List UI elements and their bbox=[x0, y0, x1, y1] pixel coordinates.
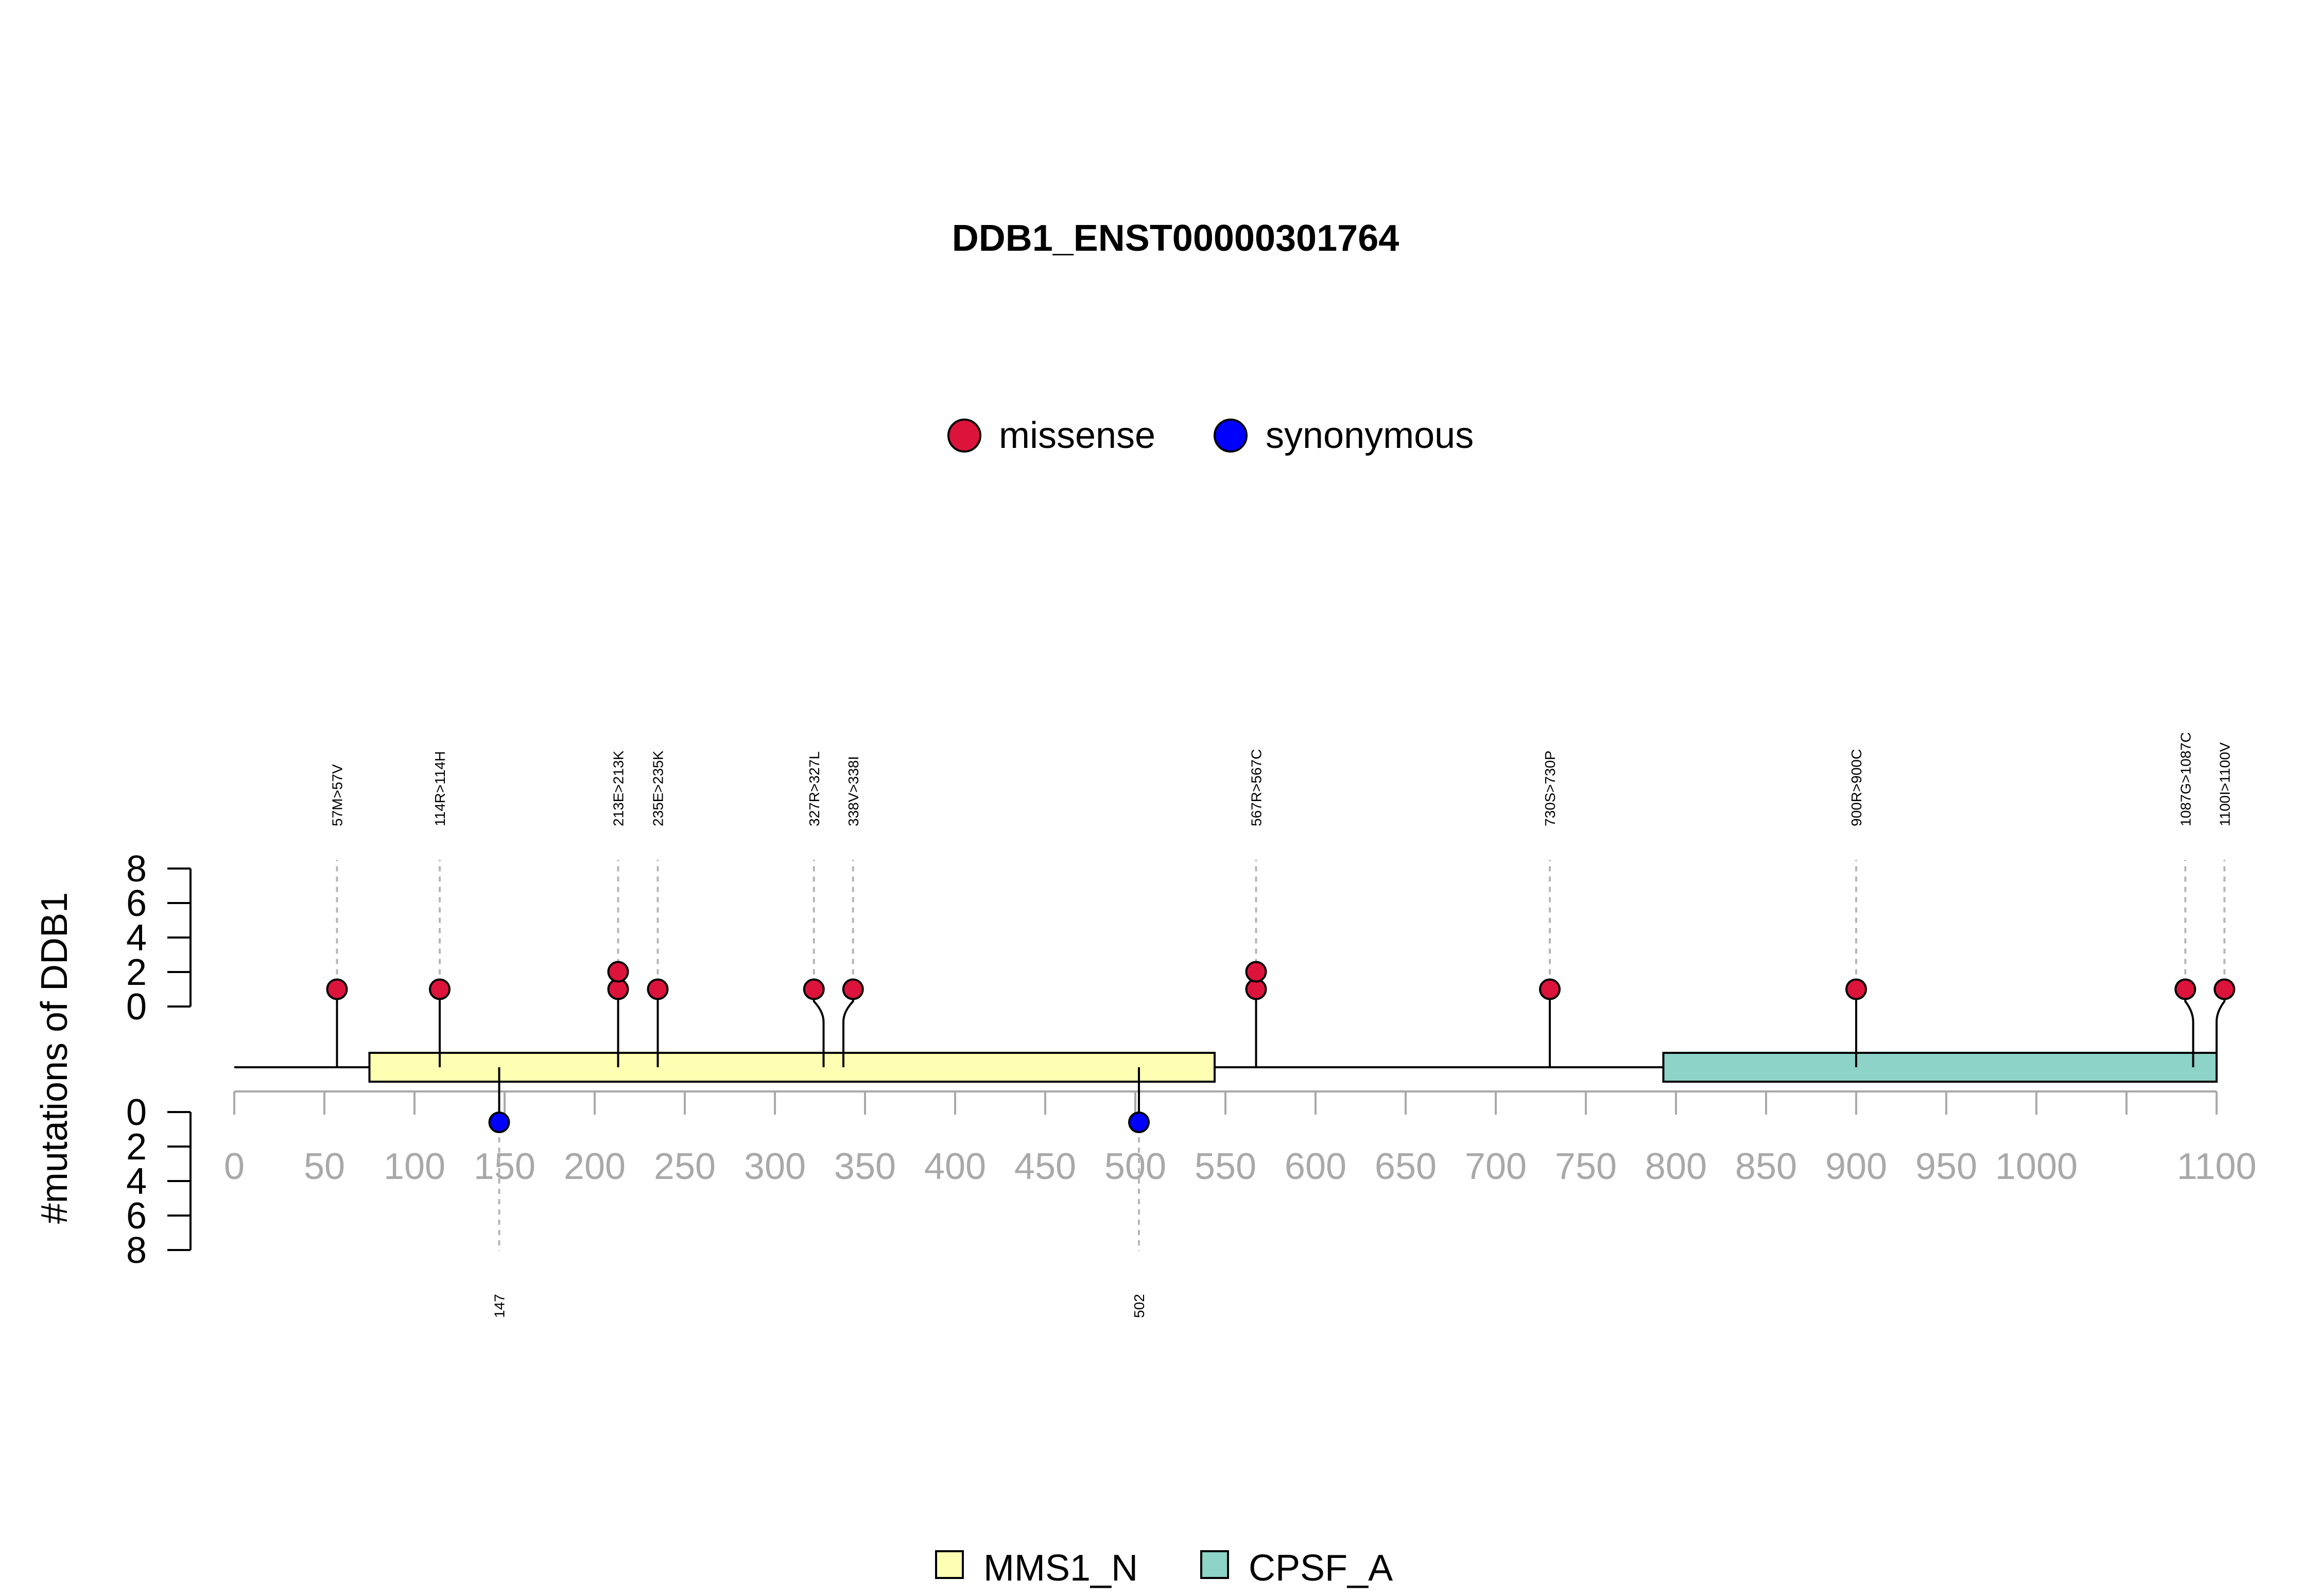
x-tick-label-1000: 1000 bbox=[1995, 1146, 2078, 1187]
mutation-label-114r-114h: 114R>114H bbox=[432, 751, 448, 826]
y-tick-label-top-6: 6 bbox=[126, 883, 147, 924]
missense-point-567r-567c-2 bbox=[1245, 961, 1267, 983]
chart-title: DDB1_ENST00000301764 bbox=[952, 218, 1399, 259]
syn-label-502: 502 bbox=[1131, 1294, 1147, 1318]
stem-1087g-1087c bbox=[2184, 989, 2194, 1067]
x-tick-label-0: 0 bbox=[224, 1146, 245, 1187]
y-tick-label-top-8: 8 bbox=[126, 848, 147, 890]
synonymous-point-502-1 bbox=[1128, 1112, 1150, 1133]
domain-layer bbox=[368, 1052, 2218, 1083]
x-tick-label-950: 950 bbox=[1915, 1146, 1977, 1187]
mutation-type-legend: missense synonymous bbox=[947, 415, 1474, 456]
mutation-label-235e-235k: 235E>235K bbox=[650, 751, 666, 826]
stem-1100i-1100v bbox=[2216, 989, 2226, 1067]
legend-missense-marker bbox=[947, 419, 981, 453]
y-tick-label-top-4: 4 bbox=[126, 917, 147, 959]
stem-338v-338i bbox=[842, 989, 854, 1067]
syn-label-147: 147 bbox=[492, 1294, 508, 1318]
missense-point-1100i-1100v-1 bbox=[2214, 978, 2236, 1000]
missense-point-213e-213k-2 bbox=[607, 961, 629, 983]
x-tick-label-100: 100 bbox=[384, 1146, 445, 1187]
mutation-label-567r-567c: 567R>567C bbox=[1249, 749, 1265, 826]
x-tick-label-350: 350 bbox=[834, 1146, 896, 1187]
y-tick-label-bottom-8: 8 bbox=[126, 1230, 147, 1271]
mutation-label-1087g-1087c: 1087G>1087C bbox=[2177, 732, 2193, 826]
missense-point-235e-235k-1 bbox=[647, 978, 669, 1000]
x-axis: 0 50 100 150 200 250 300 350 400 450 500 550 600 650 7… bbox=[224, 1090, 2257, 1187]
y-tick-label-bottom-0: 0 bbox=[126, 1092, 147, 1133]
missense-point-730s-730p-1 bbox=[1539, 978, 1561, 1000]
missense-point-114r-114h-1 bbox=[429, 978, 451, 1000]
mutation-label-327r-327l: 327R>327L bbox=[806, 751, 822, 826]
y-axis-label: #mutations of DDB1 bbox=[34, 892, 75, 1224]
missense-point-327r-327l-1 bbox=[803, 978, 825, 1000]
mutation-label-57m-57v: 57M>57V bbox=[330, 764, 345, 826]
mutation-label-338v-338i: 338V>338I bbox=[845, 756, 861, 826]
legend-mms1-label: MMS1_N bbox=[983, 1548, 1138, 1589]
x-tick-label-50: 50 bbox=[304, 1146, 345, 1187]
x-tick-label-450: 450 bbox=[1014, 1146, 1076, 1187]
guide-layer bbox=[336, 860, 2226, 1251]
legend-synonymous-label: synonymous bbox=[1266, 415, 1474, 456]
stem-layer bbox=[336, 989, 2226, 1120]
x-tick-label-900: 900 bbox=[1825, 1146, 1887, 1187]
x-tick-label-250: 250 bbox=[654, 1146, 716, 1187]
mutation-label-1100i-1100v: 1100I>1100V bbox=[2217, 742, 2233, 826]
mutation-label-730s-730p: 730S>730P bbox=[1542, 751, 1558, 826]
x-tick-label-550: 550 bbox=[1195, 1146, 1256, 1187]
legend-cpsf-swatch bbox=[1200, 1550, 1229, 1579]
mutation-label-213e-213k: 213E>213K bbox=[611, 751, 627, 826]
legend-missense-label: missense bbox=[999, 415, 1155, 456]
mutation-point-layer bbox=[326, 961, 2236, 1133]
legend-synonymous-marker bbox=[1214, 419, 1248, 453]
missense-point-1087g-1087c-1 bbox=[2174, 978, 2197, 1000]
missense-point-900r-900c-1 bbox=[1845, 978, 1867, 1000]
x-tick-label-600: 600 bbox=[1285, 1146, 1346, 1187]
synonymous-point-147-1 bbox=[488, 1112, 510, 1133]
y-tick-label-bottom-2: 2 bbox=[126, 1126, 147, 1168]
x-tick-label-850: 850 bbox=[1735, 1146, 1797, 1187]
y-tick-label-bottom-4: 4 bbox=[126, 1161, 147, 1202]
x-tick-label-650: 650 bbox=[1375, 1146, 1437, 1187]
x-tick-label-1100: 1100 bbox=[2177, 1146, 2257, 1187]
x-tick-label-150: 150 bbox=[474, 1146, 535, 1187]
x-tick-label-500: 500 bbox=[1104, 1146, 1166, 1187]
domain-cpsf-a bbox=[1662, 1052, 2218, 1083]
domain-legend: MMS1_N CPSF_A bbox=[935, 1548, 1393, 1589]
legend-mms1-swatch bbox=[935, 1550, 964, 1579]
y-tick-label-top-0: 0 bbox=[126, 986, 147, 1028]
x-tick-label-200: 200 bbox=[564, 1146, 626, 1187]
domain-mms1-n bbox=[368, 1052, 1216, 1083]
missense-point-57m-57v-1 bbox=[326, 978, 348, 1000]
x-tick-label-700: 700 bbox=[1465, 1146, 1527, 1187]
y-tick-label-bottom-6: 6 bbox=[126, 1195, 147, 1237]
mutation-label-layer: 57M>57V 114R>114H 213E>213K 235E>235K 327R>3… bbox=[330, 732, 2233, 1318]
x-tick-label-750: 750 bbox=[1555, 1146, 1617, 1187]
x-tick-label-300: 300 bbox=[744, 1146, 806, 1187]
stem-327r-327l bbox=[812, 989, 825, 1067]
x-tick-label-400: 400 bbox=[924, 1146, 986, 1187]
mutation-label-900r-900c: 900R>900C bbox=[1848, 749, 1864, 826]
y-tick-label-top-2: 2 bbox=[126, 952, 147, 993]
legend-cpsf-label: CPSF_A bbox=[1249, 1548, 1393, 1589]
x-tick-label-800: 800 bbox=[1645, 1146, 1707, 1187]
missense-point-338v-338i-1 bbox=[842, 978, 864, 1000]
